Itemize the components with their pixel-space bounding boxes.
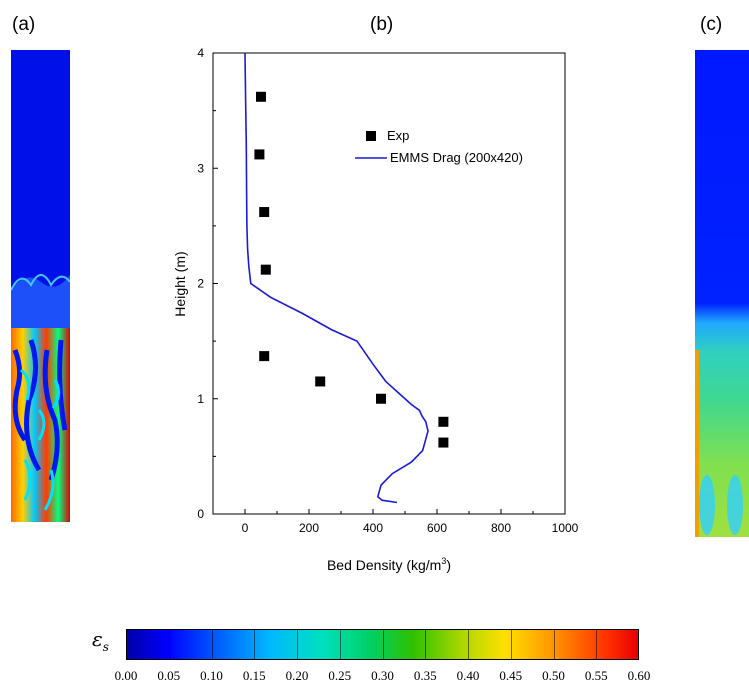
plot-frame [212, 52, 566, 515]
data-point-exp [260, 264, 271, 275]
y-tick-label: 4 [197, 46, 204, 60]
colorbar-divider [382, 630, 384, 659]
x-tick-label: 400 [363, 521, 383, 535]
colorbar-tick-label: 0.55 [584, 668, 608, 683]
y-tick-label: 1 [197, 392, 204, 406]
colorbar-tick-label: 0.40 [456, 668, 480, 683]
y-tick-label: 0 [197, 507, 204, 521]
colorbar-tick-label: 0.50 [542, 668, 565, 683]
colorbar-tick-label: 0.20 [285, 668, 309, 683]
y-axis-label: Height (m) [172, 251, 188, 316]
panel-c-label: (c) [700, 14, 723, 35]
x-tick-label: 1000 [552, 521, 579, 535]
colorbar-tick-label: 0.35 [413, 668, 437, 683]
y-tick-label: 3 [197, 161, 204, 175]
legend-label-emms: EMMS Drag (200x420) [390, 150, 523, 165]
colorbar-tick-label: 0.30 [371, 668, 394, 683]
colorbar-divider [254, 630, 256, 659]
x-tick-label: 800 [491, 521, 511, 535]
legend: Exp EMMS Drag (200x420) [355, 128, 523, 165]
colorbar-tick-label: 0.60 [627, 668, 651, 683]
colorbar-divider [425, 630, 427, 659]
colorbar-divider [510, 630, 512, 659]
colorbar-title: εs [92, 627, 109, 654]
colorbar-divider [211, 630, 213, 659]
colorbar-tick-label: 0.15 [242, 668, 266, 683]
legend-marker-exp [366, 131, 376, 141]
legend-label-exp: Exp [387, 128, 409, 143]
panel-b-label: (b) [370, 14, 394, 35]
colorbar-tick-label: 0.45 [499, 668, 523, 683]
colorbar-divider [168, 630, 170, 659]
contour-plot-instantaneous [11, 50, 70, 522]
data-point-exp [376, 393, 386, 404]
x-tick-label: 0 [242, 521, 249, 535]
x-axis-label: Bed Density (kg/m3) [327, 556, 451, 573]
colorbar-tick-label: 0.10 [200, 668, 223, 683]
data-point-exp [256, 91, 266, 102]
data-point-exp [259, 351, 270, 362]
colorbar-divider [553, 630, 555, 659]
x-tick-label: 600 [427, 521, 447, 535]
data-point-exp [438, 437, 449, 448]
data-point-exp [259, 207, 270, 218]
colorbar-divider [297, 630, 298, 659]
contour-plot-time-averaged [695, 50, 749, 537]
colorbar-divider [339, 630, 341, 659]
colorbar-divider [596, 630, 598, 659]
colorbar-tick-label: 0.05 [157, 668, 181, 683]
data-point-exp [438, 416, 449, 427]
series-line-emms-drag [244, 52, 429, 504]
panel-a-label: (a) [12, 14, 36, 35]
colorbar-tick-label: 0.25 [328, 668, 352, 683]
colorbar-tick-label: 0.00 [114, 668, 138, 683]
x-tick-label: 200 [299, 521, 319, 535]
data-point-exp [254, 149, 265, 160]
colorbar-divider [468, 630, 469, 659]
y-tick-label: 2 [197, 277, 204, 291]
data-point-exp [315, 376, 326, 387]
